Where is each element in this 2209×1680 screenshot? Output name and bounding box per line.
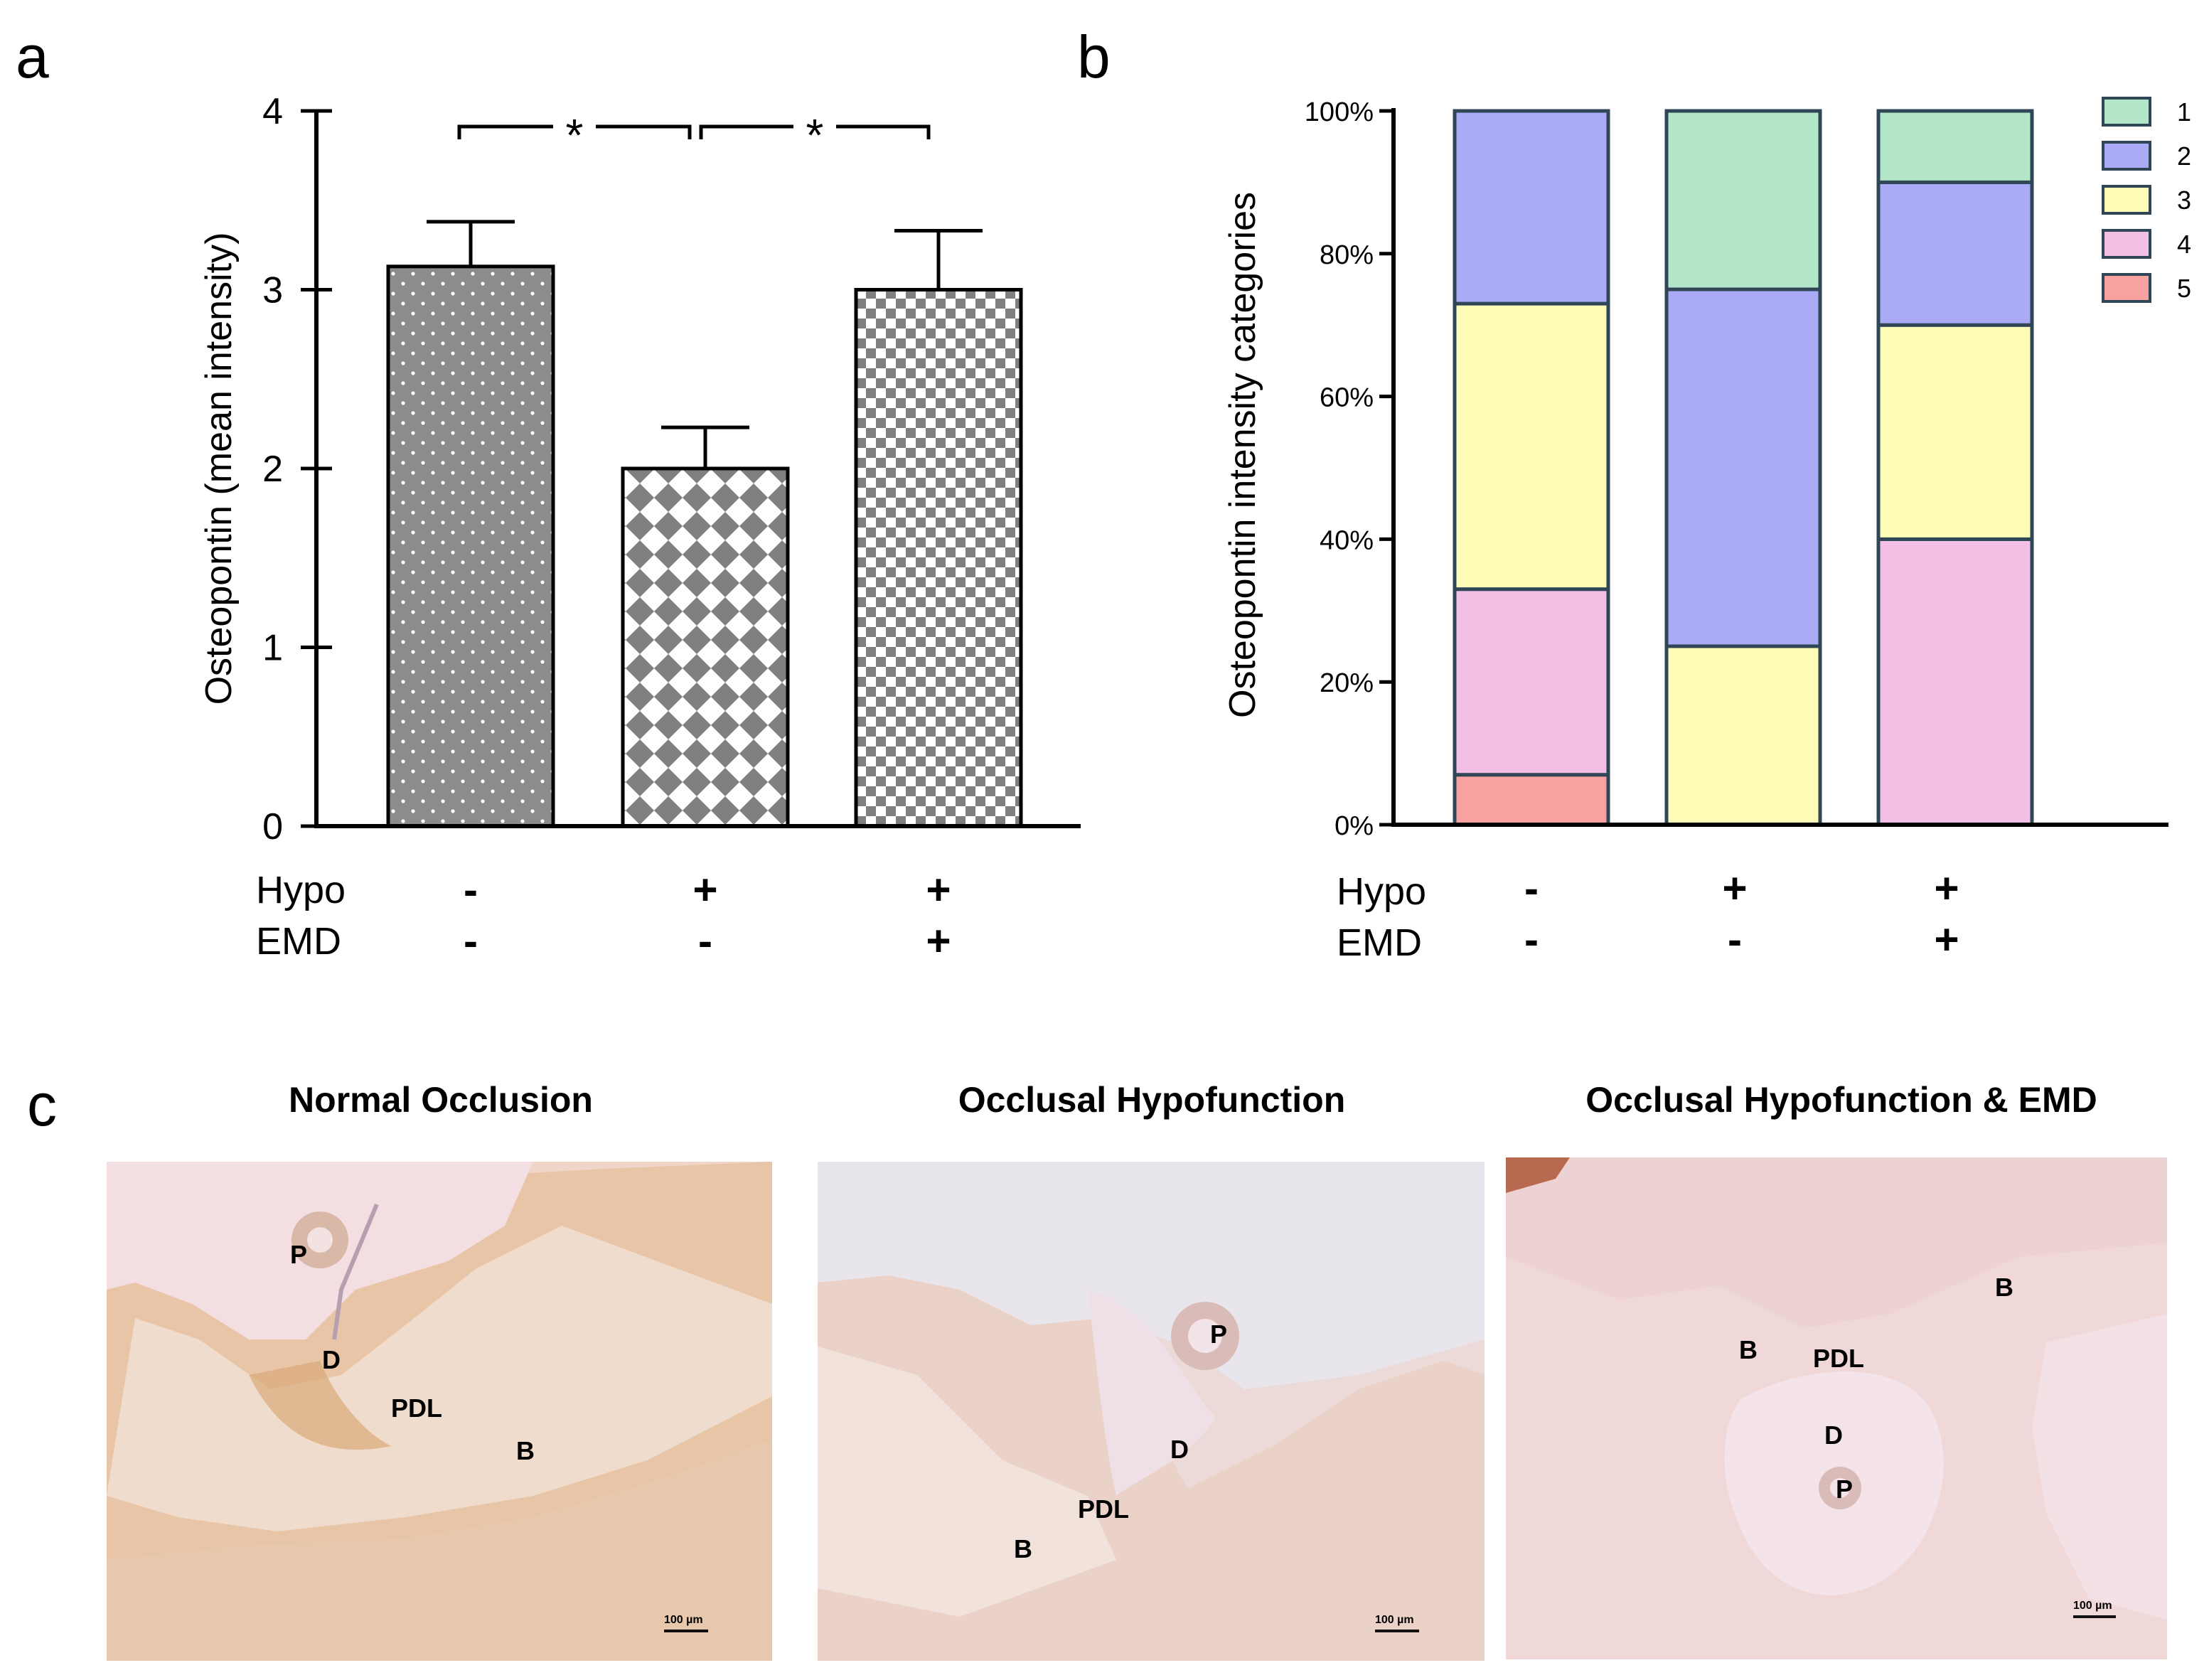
y-tick-label: 100% [1305,97,1374,127]
y-tick-label: 4 [262,91,283,132]
condition-label-hypo: Hypo [256,869,346,911]
stack-segment-3 [1453,301,1610,592]
condition-sign: - [1524,916,1539,963]
stack-segment-3 [1876,323,2034,541]
legend-label-5: 5 [2177,274,2191,303]
significance-star: * [566,109,584,161]
micrograph-label-B: B [516,1436,535,1465]
condition-sign: + [926,917,951,965]
micrograph-label-P: P [290,1240,308,1269]
scale-bar-label: 100 µm [2073,1600,2112,1612]
scale-bar [2073,1615,2116,1618]
condition-label-hypo: Hypo [1337,870,1426,913]
bar-2 [621,466,790,828]
significance-star: * [806,109,824,161]
condition-sign: - [464,917,478,965]
micrograph-image-3 [1506,1157,2167,1659]
stack-segment-5 [1453,773,1610,827]
y-tick-label: 60% [1320,383,1374,413]
micrograph-label-PDL: PDL [391,1393,442,1423]
y-axis-label: Osteopontin intensity categories [1222,192,1263,718]
condition-sign: - [464,866,478,914]
micrograph-image-1 [107,1162,772,1661]
legend-swatch-5 [2102,273,2151,303]
micrograph-label-P: P [1210,1320,1228,1349]
micrograph-label-PDL: PDL [1078,1494,1129,1524]
y-tick-label: 1 [262,628,283,669]
significance-gap [793,105,836,141]
micrograph-label-B: B [1014,1534,1032,1563]
condition-sign: + [1934,916,1959,963]
legend-label-1: 1 [2177,97,2191,127]
stack-segment-2 [1453,109,1610,306]
legend-swatch-1 [2102,97,2151,127]
micrograph-occlusal-hypofunction-emd: B B PDL D P 100 µm [1506,1157,2167,1659]
condition-sign: - [698,917,712,965]
condition-sign: - [1524,865,1539,912]
scale-bar-label: 100 µm [664,1614,703,1626]
y-axis-label: Osteopontin (mean intensity) [198,232,240,705]
y-tick-label: 20% [1320,668,1374,698]
condition-sign: + [926,866,951,914]
y-tick-label: 0 [262,806,283,847]
micrograph-title-2: Occlusal Hypofunction [958,1080,1346,1120]
legend-label-4: 4 [2177,230,2191,259]
y-tick-label: 3 [262,270,283,311]
legend-swatch-4 [2102,229,2151,259]
stack-segment-2 [1664,287,1822,648]
bar-chart-osteopontin-mean: 0 1 2 3 4 Osteopontin (mean intensity) * * Hypo -… [198,91,1081,965]
stack-segment-4 [1453,587,1610,777]
micrograph-label-PDL: PDL [1813,1344,1864,1373]
panel-letter-c: c [27,1071,57,1138]
micrograph-label-B: B [1739,1335,1758,1364]
legend-swatch-2 [2102,141,2151,171]
y-tick-label: 0% [1335,811,1374,841]
legend-label-3: 3 [2177,186,2191,215]
condition-sign: - [1728,916,1742,963]
stack-segment-1 [1664,109,1822,291]
micrograph-title-1: Normal Occlusion [289,1080,593,1120]
legend-swatch-3 [2102,185,2151,215]
condition-sign: + [1934,865,1959,912]
panel-letter-a: a [16,23,49,90]
bar-3 [854,288,1023,828]
legend-label-2: 2 [2177,141,2191,171]
stack-segment-2 [1876,180,2034,327]
scale-bar-label: 100 µm [1375,1614,1414,1626]
micrograph-title-3: Occlusal Hypofunction & EMD [1585,1080,2097,1120]
condition-label-emd: EMD [1337,921,1422,964]
scale-bar [1375,1630,1419,1632]
stack-segment-1 [1876,109,2034,184]
condition-label-emd: EMD [256,920,341,963]
stack-segment-3 [1664,644,1822,827]
condition-sign: + [1722,865,1747,912]
bar-1 [386,264,555,828]
micrograph-label-D: D [1824,1420,1843,1450]
y-tick-label: 2 [262,449,283,490]
micrograph-image-2 [818,1162,1485,1661]
stacked-bar-chart-intensity-categories: 0% 20% 40% 60% 80% 100% Osteopontin intensity … [1222,97,2191,964]
micrograph-label-D: D [322,1345,341,1374]
micrograph-normal-occlusion: P D PDL B 100 µm [107,1162,772,1661]
micrograph-label-D: D [1170,1435,1189,1464]
micrograph-label-B: B [1995,1273,2013,1302]
panel-letter-b: b [1077,23,1111,90]
y-tick-label: 40% [1320,525,1374,555]
micrograph-label-P: P [1836,1475,1854,1504]
condition-sign: + [692,866,717,914]
scale-bar [664,1630,708,1632]
y-tick-label: 80% [1320,240,1374,270]
micrograph-occlusal-hypofunction: P D PDL B 100 µm [818,1162,1485,1661]
significance-gap [553,105,596,141]
stack-segment-4 [1876,537,2034,827]
